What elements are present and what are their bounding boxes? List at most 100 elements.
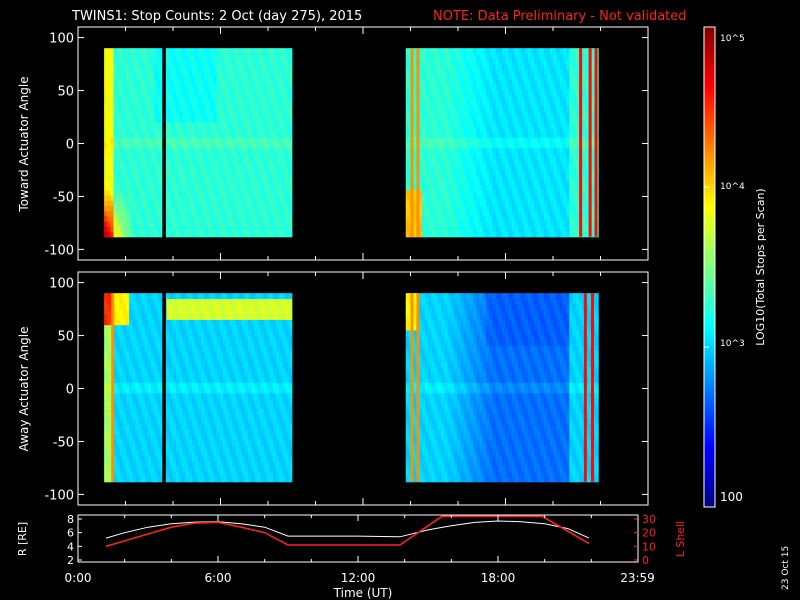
- heatmap-cell: [113, 324, 118, 331]
- heatmap-cell: [272, 137, 277, 144]
- heatmap-cell: [421, 131, 426, 138]
- heatmap-cell: [213, 95, 218, 102]
- heatmap-cell: [104, 215, 108, 222]
- heatmap-cell: [135, 382, 140, 389]
- heatmap-cell: [122, 308, 127, 315]
- heatmap-cell: [537, 121, 542, 128]
- heatmap-cell: [166, 147, 171, 154]
- heatmap-cell: [151, 408, 155, 415]
- heatmap-cell: [460, 137, 465, 144]
- heatmap-cell: [498, 111, 503, 117]
- heatmap-cell: [104, 366, 108, 373]
- heatmap-cell: [226, 126, 230, 133]
- heatmap-cell: [104, 418, 108, 425]
- heatmap-cell: [424, 168, 429, 175]
- heatmap-cell: [485, 111, 490, 117]
- heatmap-cell: [104, 58, 108, 65]
- heatmap-cell: [453, 116, 458, 123]
- heatmap-cell: [540, 147, 545, 154]
- heatmap-cell: [222, 231, 227, 238]
- heatmap-cell: [238, 131, 243, 138]
- heatmap-cell: [559, 142, 564, 149]
- heatmap-cell: [424, 173, 429, 180]
- heatmap-cell: [534, 58, 538, 65]
- heatmap-cell: [132, 324, 136, 331]
- heatmap-cell: [254, 100, 258, 107]
- heatmap-cell: [537, 137, 542, 144]
- heatmap-cell: [421, 121, 426, 128]
- heatmap-cell: [207, 131, 212, 138]
- heatmap-cell: [466, 137, 471, 144]
- heatmap-cell: [546, 147, 551, 154]
- heatmap-cell: [110, 121, 115, 128]
- heatmap-cell: [566, 158, 570, 164]
- heatmap-cell: [428, 184, 432, 191]
- heatmap-cell: [144, 158, 149, 164]
- heatmap-cell: [129, 418, 133, 425]
- heatmap-cell: [201, 48, 205, 55]
- heatmap-cell: [260, 215, 265, 222]
- heatmap-cell: [116, 471, 121, 478]
- heatmap-cell: [489, 194, 493, 201]
- heatmap-cell: [204, 69, 208, 75]
- heatmap-cell: [501, 142, 506, 149]
- heatmap-cell: [232, 147, 237, 154]
- heatmap-cell: [412, 58, 416, 65]
- heatmap-cell: [575, 231, 580, 238]
- heatmap-cell: [469, 184, 474, 191]
- heatmap-cell: [116, 200, 121, 206]
- heatmap-cell: [562, 215, 567, 222]
- heatmap-cell: [141, 74, 146, 81]
- heatmap-cell: [210, 84, 215, 91]
- heatmap-cell: [482, 189, 487, 196]
- heatmap-cell: [210, 184, 215, 191]
- heatmap-cell: [550, 142, 554, 149]
- heatmap-cell: [514, 90, 519, 96]
- heatmap-cell: [166, 194, 171, 201]
- heatmap-cell: [126, 168, 130, 175]
- heatmap-cell: [441, 205, 445, 212]
- heatmap-cell: [132, 215, 136, 222]
- heatmap-cell: [453, 231, 458, 238]
- heatmap-cell: [466, 194, 471, 201]
- heatmap-cell: [129, 397, 133, 404]
- heatmap-cell: [129, 324, 133, 331]
- heatmap-cell: [266, 231, 271, 238]
- heatmap-cell: [575, 111, 580, 117]
- heatmap-cell: [495, 121, 500, 128]
- heatmap-cell: [144, 116, 149, 123]
- heatmap-cell: [498, 90, 503, 96]
- heatmap-cell: [453, 137, 458, 144]
- heatmap-cell: [543, 215, 548, 222]
- heatmap-cell: [116, 387, 121, 394]
- heatmap-cell: [135, 403, 140, 409]
- heatmap-cell: [141, 293, 146, 300]
- heatmap-cell: [191, 215, 196, 222]
- heatmap-cell: [514, 226, 519, 233]
- heatmap-cell: [269, 131, 274, 138]
- heatmap-cell: [201, 226, 205, 233]
- heatmap-cell: [569, 126, 574, 133]
- heatmap-cell: [147, 121, 152, 128]
- heatmap-cell: [534, 194, 538, 201]
- heatmap-cell: [191, 205, 196, 212]
- heatmap-cell: [463, 116, 468, 123]
- heatmap-cell: [537, 116, 542, 123]
- heatmap-cell: [122, 48, 127, 55]
- heatmap-cell: [235, 210, 240, 217]
- heatmap-cell: [492, 58, 497, 65]
- heatmap-cell: [553, 69, 558, 75]
- heatmap-cell: [169, 210, 174, 217]
- heatmap-cell: [169, 231, 174, 238]
- heatmap-cell: [282, 142, 287, 149]
- heatmap-cell: [216, 205, 221, 212]
- heatmap-cell: [460, 53, 465, 60]
- heatmap-cell: [257, 179, 262, 185]
- heatmap-cell: [247, 69, 252, 75]
- heatmap-cell: [141, 205, 146, 212]
- heatmap-cell: [157, 74, 162, 81]
- heatmap-cell: [489, 147, 493, 154]
- heatmap-cell: [154, 137, 158, 144]
- heatmap-cell: [424, 121, 429, 128]
- heatmap-cell: [524, 184, 529, 191]
